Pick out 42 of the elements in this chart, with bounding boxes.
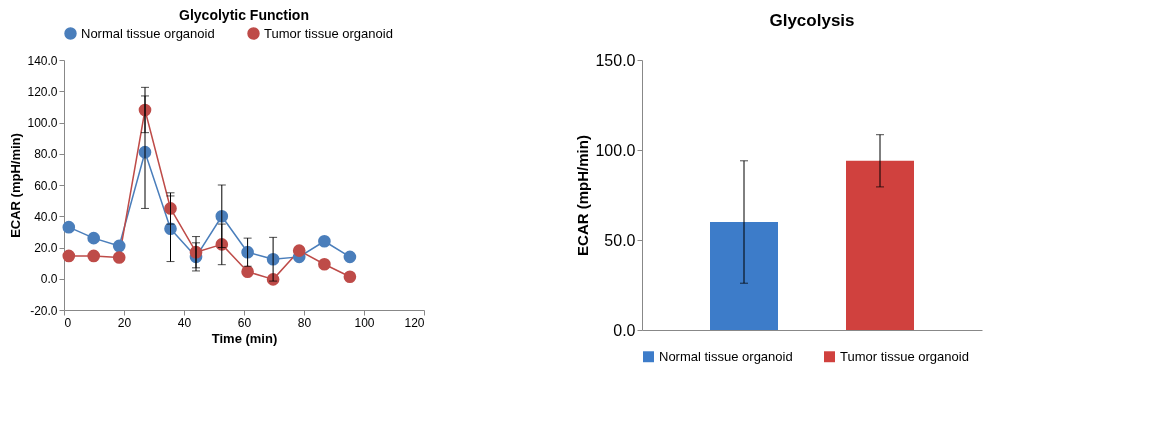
legend-label: Tumor tissue organoid (264, 25, 393, 41)
y-tick-label: 0.0 (613, 321, 636, 339)
y-tick-label: 50.0 (604, 231, 636, 249)
x-tick-label: 120 (404, 315, 425, 330)
point (87, 249, 101, 263)
y-tick-label: 100.0 (27, 116, 58, 130)
y-tick-label: 80.0 (34, 147, 58, 162)
x-tick-label: 40 (177, 315, 192, 330)
x-tick-label: 20 (117, 315, 132, 330)
x-axis-title: Time (min) (211, 330, 278, 346)
point (318, 234, 331, 248)
point (343, 270, 357, 284)
point (62, 249, 76, 263)
y-tick-label: 0.0 (40, 272, 58, 287)
x-tick-label: 60 (237, 315, 252, 330)
point (292, 244, 306, 257)
legend-label: Normal tissue organoid (81, 25, 215, 41)
point (87, 231, 101, 245)
y-axis-title: ECAR (mpH/min) (574, 135, 592, 256)
chart-title: Glycolytic Function (179, 7, 309, 23)
x-tick-label: 80 (297, 315, 312, 330)
point (241, 245, 254, 259)
legend-label: Normal tissue organoid (659, 348, 793, 364)
y-axis-title: ECAR (mpH/min) (8, 133, 24, 238)
y-tick-label: -20.0 (30, 303, 58, 318)
y-tick-label: 60.0 (34, 178, 58, 193)
y-tick-label: 140.0 (27, 53, 58, 68)
y-tick-label: 20.0 (34, 241, 58, 255)
x-tick-label: 100 (354, 315, 375, 330)
point (343, 250, 357, 264)
point (62, 220, 76, 234)
y-tick-label: 150.0 (595, 51, 636, 69)
point (112, 239, 126, 253)
y-tick-label: 100.0 (595, 141, 636, 159)
point (112, 251, 126, 264)
y-tick-label: 120.0 (27, 84, 58, 99)
chart-title: Glycolysis (769, 11, 855, 30)
point (318, 257, 331, 271)
point (241, 265, 254, 279)
x-tick-label: 0 (64, 315, 72, 330)
y-tick-label: 40.0 (34, 209, 58, 224)
legend-label: Tumor tissue organoid (840, 348, 969, 364)
